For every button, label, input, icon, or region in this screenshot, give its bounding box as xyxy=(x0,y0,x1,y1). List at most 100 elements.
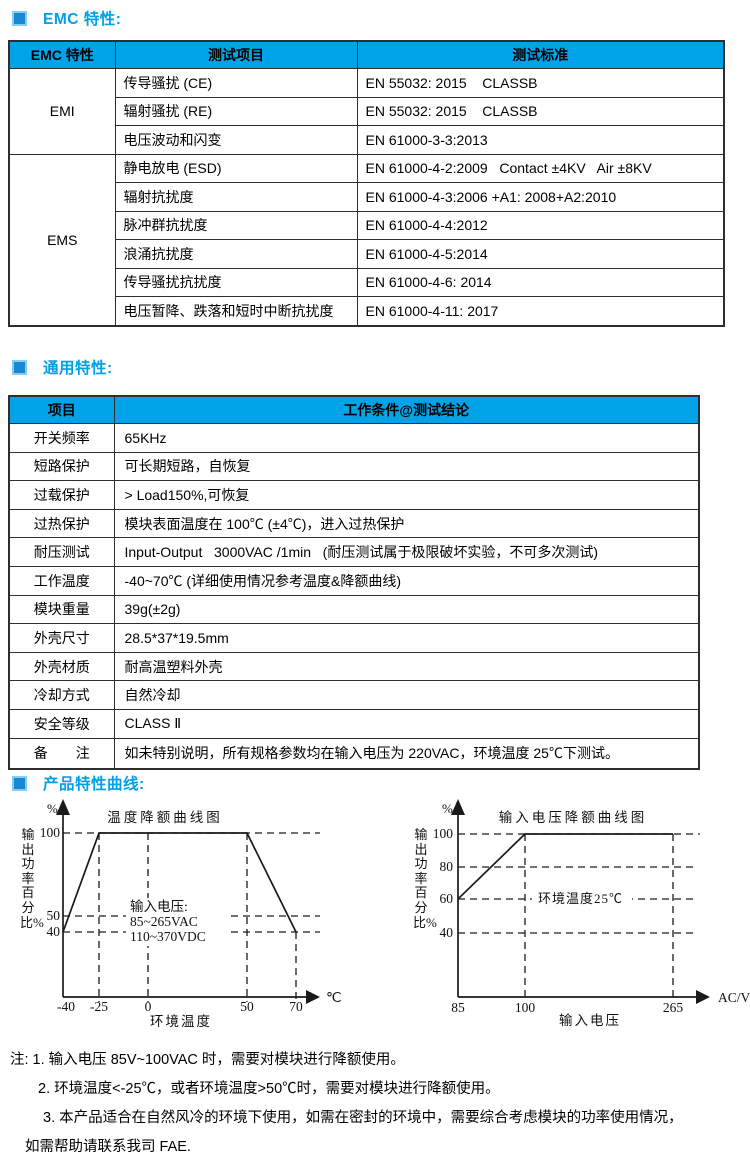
section-header-general: 通用特性: xyxy=(12,356,113,378)
note-line: 注: 1. 输入电压 85V~100VAC 时，需要对模块进行降额使用。 xyxy=(10,1052,405,1068)
table-row: 电压波动和闪变 EN 61000-3-3:2013 xyxy=(9,125,725,155)
cell-item: 短路保护 xyxy=(8,451,115,482)
section-header-curves: 产品特性曲线: xyxy=(12,772,145,794)
chart1-x-axis-label: 环境温度 xyxy=(150,1014,212,1029)
cell-test-standard: EN 61000-3-3:2013 xyxy=(356,125,725,155)
table-row: 冷却方式 自然冷却 xyxy=(8,680,700,710)
cell-value: > Load150%,可恢复 xyxy=(113,480,700,510)
table-row: 浪涌抗扰度 EN 61000-4-5:2014 xyxy=(9,239,725,269)
general-header-row: 项目 工作条件@测试结论 xyxy=(8,395,700,424)
general-header-condition: 工作条件@测试结论 xyxy=(113,395,700,424)
cell-test-item: 辐射抗扰度 xyxy=(114,182,358,212)
section-title-curves: 产品特性曲线: xyxy=(43,776,145,793)
table-row: 耐压测试 Input-Output 3000VAC /1min (耐压测试属于极限… xyxy=(8,537,700,567)
note-line: 3. 本产品适合在自然风冷的环境下使用，如需在密封的环境中，需要综合考虑模块的功… xyxy=(43,1110,683,1126)
cell-item: 备 注 xyxy=(8,737,115,770)
cell-test-item: 浪涌抗扰度 xyxy=(114,239,358,269)
emc-group-emi: EMI xyxy=(8,68,116,155)
chart1-x-axis-arrow-icon xyxy=(306,990,320,1004)
cell-test-item: 电压波动和闪变 xyxy=(114,125,358,155)
chart1-xtick: 50 xyxy=(240,999,254,1014)
chart2-xtick: 85 xyxy=(451,1000,465,1015)
cell-value: 耐高温塑料外壳 xyxy=(113,651,700,682)
chart1-xtick: 70 xyxy=(289,999,303,1014)
cell-item: 外壳尺寸 xyxy=(8,623,115,653)
cell-item: 过载保护 xyxy=(8,480,115,510)
section-title-general: 通用特性: xyxy=(43,360,113,377)
cell-value: 自然冷却 xyxy=(113,680,700,710)
table-row: 开关频率 65KHz xyxy=(8,423,700,453)
general-table: 项目 工作条件@测试结论 开关频率 65KHz 短路保护 可长期短路，自恢复 过载保… xyxy=(8,395,700,771)
chart2-annotation-background xyxy=(532,890,632,907)
table-row: 工作温度 -40~70℃ (详细使用情况参考温度&降额曲线) xyxy=(8,565,700,596)
emc-table: EMC 特性 测试项目 测试标准 EMI 传导骚扰 (CE) EN 55032:… xyxy=(8,40,725,327)
chart1-annotation-line2: 85~265VAC xyxy=(130,914,198,929)
cell-value: -40~70℃ (详细使用情况参考温度&降额曲线) xyxy=(113,565,700,596)
chart1-title: 温度降额曲线图 xyxy=(107,810,223,825)
cell-test-item: 静电放电 (ESD) xyxy=(114,153,358,183)
cell-value: 65KHz xyxy=(113,423,700,453)
chart2-xtick: 265 xyxy=(663,1000,684,1015)
table-row: 安全等级 CLASS Ⅱ xyxy=(8,708,700,739)
chart1-curve xyxy=(62,832,297,933)
chart2-x-axis-arrow-icon xyxy=(696,990,710,1004)
cell-item: 开关频率 xyxy=(8,423,115,453)
general-header-item: 项目 xyxy=(8,395,115,424)
note-line: 2. 环境温度<-25℃，或者环境温度>50℃时，需要对模块进行降额使用。 xyxy=(38,1081,500,1097)
emc-header-item: 测试项目 xyxy=(114,40,358,69)
chart1-y-axis-arrow-icon xyxy=(56,799,70,815)
cell-test-standard: EN 61000-4-2:2009 Contact ±4KV Air ±8KV xyxy=(356,153,725,183)
chart2-x-unit-label: AC/V xyxy=(718,990,750,1005)
emc-header-feature: EMC 特性 xyxy=(8,40,116,69)
cell-value: 模块表面温度在 100℃ (±4℃)，进入过热保护 xyxy=(113,508,700,539)
chart1-ytick: 50 xyxy=(47,908,61,923)
table-row: EMS 静电放电 (ESD) EN 61000-4-2:2009 Contact… xyxy=(8,153,725,326)
chart2-title: 输入电压降额曲线图 xyxy=(499,810,648,825)
section-header-emc: EMC 特性: xyxy=(12,7,121,29)
chart2-gridlines xyxy=(458,833,700,1002)
table-row: 外壳尺寸 28.5*37*19.5mm xyxy=(8,623,700,653)
chart2-canvas: 环境温度25℃ % 输入电压降额曲线图 100 80 60 40 85 100 … xyxy=(433,799,750,1028)
cell-item: 外壳材质 xyxy=(8,651,115,682)
cell-value: Input-Output 3000VAC /1min (耐压测试属于极限破坏实验… xyxy=(113,537,700,567)
chart1-annotation-background xyxy=(126,898,230,946)
table-row: 过热保护 模块表面温度在 100℃ (±4℃)，进入过热保护 xyxy=(8,508,700,539)
cell-test-item: 辐射骚扰 (RE) xyxy=(114,96,358,126)
notes-block: 注: 1. 输入电压 85V~100VAC 时，需要对模块进行降额使用。 2. … xyxy=(10,1046,746,1152)
note-line: 如需帮助请联系我司 FAE. xyxy=(25,1139,191,1152)
table-row: 外壳材质 耐高温塑料外壳 xyxy=(8,651,700,682)
table-row: 传导骚扰抗扰度 EN 61000-4-6: 2014 xyxy=(9,267,725,297)
chart1-xtick: -40 xyxy=(57,999,75,1014)
table-row: EMI 传导骚扰 (CE) EN 55032: 2015 CLASSB xyxy=(8,68,725,155)
table-row: 短路保护 可长期短路，自恢复 xyxy=(8,451,700,482)
section-title-emc: EMC 特性: xyxy=(43,11,122,28)
cell-test-item: 脉冲群抗扰度 xyxy=(114,210,358,240)
chart2-ytick: 60 xyxy=(440,891,454,906)
table-row: 电压暂降、跌落和短时中断抗扰度 EN 61000-4-11: 2017 xyxy=(9,296,725,326)
cell-item: 冷却方式 xyxy=(8,680,115,710)
cell-test-standard: EN 61000-4-6: 2014 xyxy=(356,267,725,297)
cell-test-item: 传导骚扰抗扰度 xyxy=(114,267,358,297)
chart2-x-axis-label: 输入电压 xyxy=(559,1013,621,1028)
cell-item: 模块重量 xyxy=(8,594,115,625)
cell-value: 如未特别说明，所有规格参数均在输入电压为 220VAC，环境温度 25℃下测试。 xyxy=(113,737,700,770)
cell-value: 可长期短路，自恢复 xyxy=(113,451,700,482)
cell-item: 过热保护 xyxy=(8,508,115,539)
chart1-x-unit-label: ℃ xyxy=(326,991,342,1006)
table-row: 辐射抗扰度 EN 61000-4-3:2006 +A1: 2008+A2:201… xyxy=(9,182,725,212)
chart1-ytick: 40 xyxy=(47,924,61,939)
chart1-xtick: 0 xyxy=(145,999,152,1014)
chart2-axes xyxy=(457,813,697,998)
section-bullet-icon xyxy=(12,359,27,375)
cell-test-standard: EN 61000-4-4:2012 xyxy=(356,210,725,240)
cell-test-item: 传导骚扰 (CE) xyxy=(114,68,358,98)
table-row: 脉冲群抗扰度 EN 61000-4-4:2012 xyxy=(9,210,725,240)
chart2-ytick: 80 xyxy=(440,859,454,874)
chart1-annotation-line3: 110~370VDC xyxy=(130,929,206,944)
cell-test-standard: EN 61000-4-5:2014 xyxy=(356,239,725,269)
chart2-curve xyxy=(457,833,673,900)
cell-test-standard: EN 55032: 2015 CLASSB xyxy=(356,96,725,126)
chart1-ytick: 100 xyxy=(40,825,61,840)
emc-header-standard: 测试标准 xyxy=(356,40,725,69)
